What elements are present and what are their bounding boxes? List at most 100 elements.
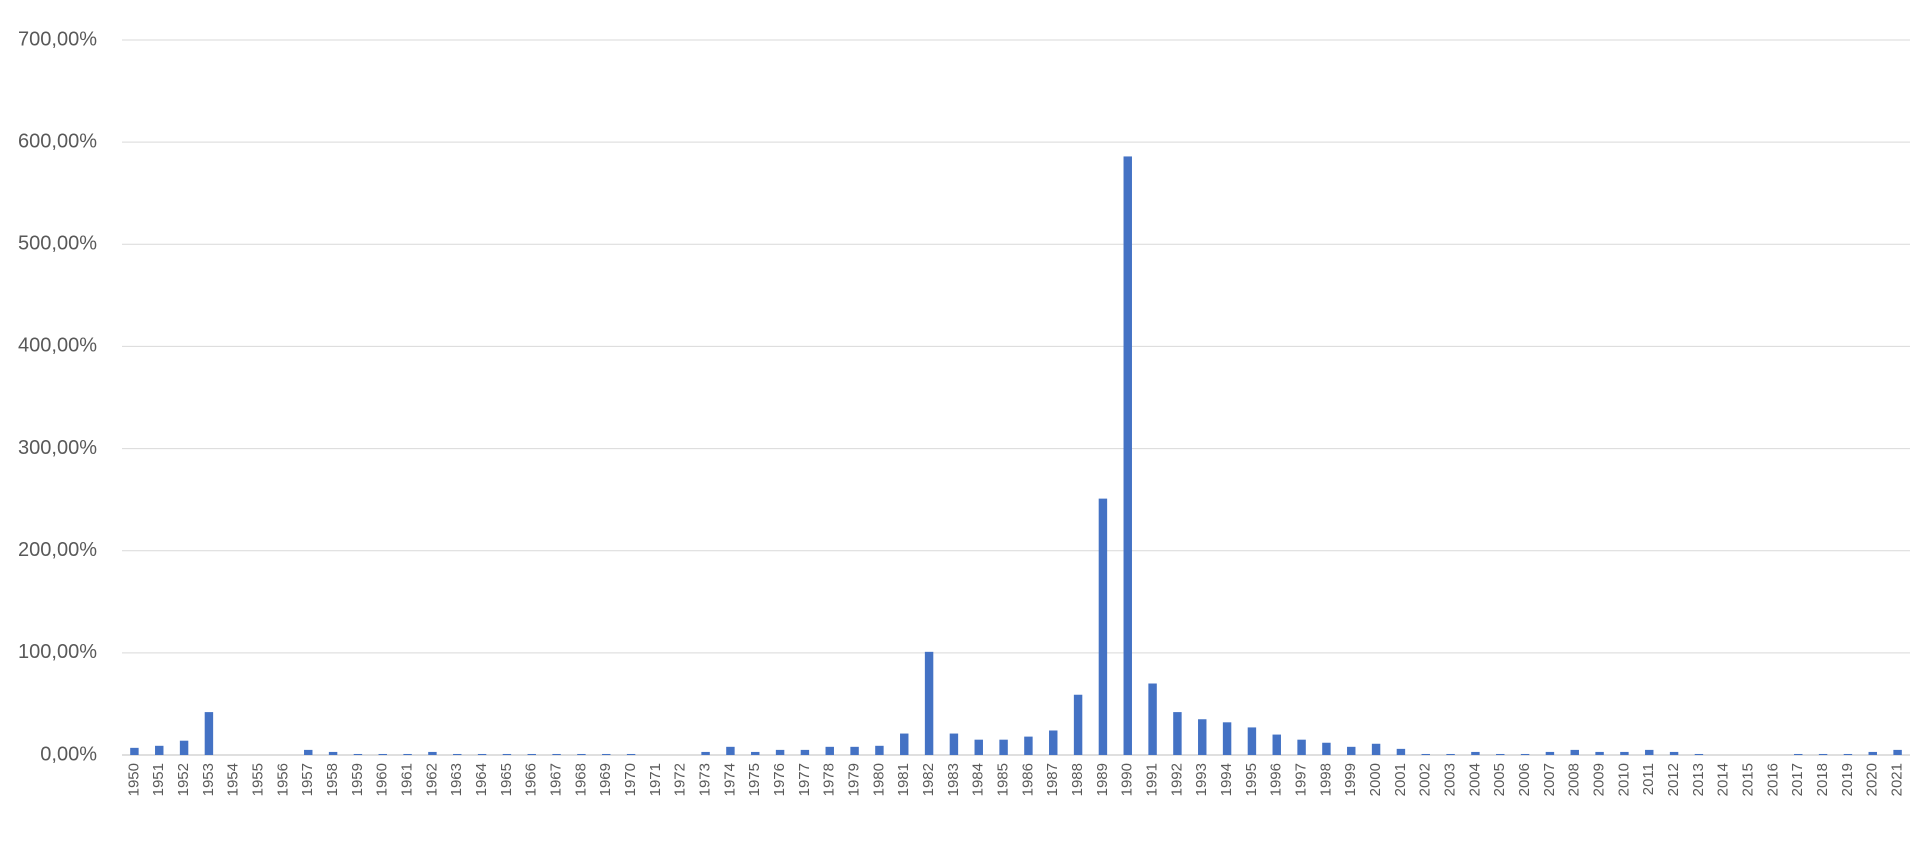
bar [1198,719,1207,755]
bar [875,745,884,755]
x-tick-label: 1975 [746,763,763,796]
x-tick-label: 2015 [1740,763,1757,796]
x-tick-label: 1976 [771,763,788,796]
x-tick-label: 1962 [423,763,440,796]
bar [155,745,164,755]
x-tick-label: 2019 [1839,763,1856,796]
bar [900,733,909,755]
x-tick-label: 1966 [523,763,540,796]
x-tick-label: 1979 [846,763,863,796]
x-tick-label: 1973 [697,763,714,796]
x-tick-label: 1954 [225,763,242,796]
x-tick-label: 1969 [597,763,614,796]
bar [999,739,1008,755]
bar [1322,742,1331,755]
x-tick-label: 2010 [1615,763,1632,796]
x-tick-label: 1950 [125,763,142,796]
x-tick-label: 2018 [1814,763,1831,796]
x-tick-label: 1995 [1243,763,1260,796]
bar [1893,749,1902,755]
x-tick-label: 1997 [1293,763,1310,796]
x-tick-label: 2012 [1665,763,1682,796]
bar [1620,751,1629,755]
bar [304,749,313,755]
x-tick-label: 1999 [1342,763,1359,796]
x-tick-label: 1951 [150,763,167,796]
x-tick-label: 1965 [498,763,515,796]
x-tick-label: 1984 [970,763,987,796]
bar [1694,753,1704,755]
bar [1570,749,1579,755]
bar [1247,727,1257,755]
bar [1024,736,1033,755]
bar [378,753,387,755]
y-tick-label: 300,00% [18,437,97,459]
bar [353,753,363,755]
bar [924,651,934,755]
x-tick-label: 1974 [721,763,738,796]
bar [751,751,760,755]
bar [1272,734,1281,755]
x-tick-label: 1982 [920,763,937,796]
bar [701,751,710,755]
x-tick-label: 1980 [870,763,887,796]
x-tick-label: 1989 [1094,763,1111,796]
bar [1173,712,1182,755]
x-tick-label: 1972 [672,763,689,796]
x-tick-label: 2000 [1367,763,1384,796]
bar [1222,722,1232,755]
bar [428,751,437,755]
x-tick-label: 1956 [274,763,291,796]
bar [328,751,338,755]
bar [527,753,536,755]
bar [1471,751,1480,755]
x-tick-label: 1998 [1317,763,1334,796]
x-tick-label: 2006 [1516,763,1533,796]
bar [1818,753,1828,755]
x-tick-label: 1963 [448,763,465,796]
x-tick-label: 1988 [1069,763,1086,796]
bar [179,740,189,755]
bar [1297,739,1306,755]
bar [850,746,859,755]
bar [1073,694,1083,755]
bar [1371,743,1381,755]
y-tick-label: 500,00% [18,233,97,255]
bar [800,749,810,755]
x-tick-label: 2021 [1889,763,1906,796]
y-tick-label: 0,00% [40,743,97,765]
bar [1669,751,1679,755]
bar [1645,749,1654,755]
bar [726,746,735,755]
x-tick-label: 2017 [1789,763,1806,796]
x-tick-label: 1978 [821,763,838,796]
bar [403,753,412,755]
bar [552,753,561,755]
bar [1421,753,1430,755]
x-tick-label: 1971 [647,763,664,796]
x-tick-label: 2004 [1466,763,1483,796]
x-tick-label: 1957 [299,763,316,796]
y-tick-label: 200,00% [18,539,97,561]
x-tick-label: 1996 [1268,763,1285,796]
bar [502,753,512,755]
x-tick-label: 1983 [945,763,962,796]
x-tick-label: 1991 [1144,763,1161,796]
x-tick-label: 1977 [796,763,813,796]
x-tick-label: 2005 [1491,763,1508,796]
bar [1545,751,1555,755]
x-tick-label: 1953 [200,763,217,796]
x-tick-label: 1981 [895,763,912,796]
x-tick-label: 1955 [250,763,267,796]
x-tick-label: 1964 [473,763,490,796]
x-tick-label: 2002 [1417,763,1434,796]
x-tick-label: 1987 [1044,763,1061,796]
x-tick-label: 1959 [349,763,366,796]
x-tick-label: 2013 [1690,763,1707,796]
y-tick-label: 100,00% [18,641,97,663]
bar [825,746,834,755]
y-tick-label: 400,00% [18,335,97,357]
x-tick-label: 1986 [1019,763,1036,796]
x-tick-label: 1990 [1119,763,1136,796]
bar [577,753,586,755]
